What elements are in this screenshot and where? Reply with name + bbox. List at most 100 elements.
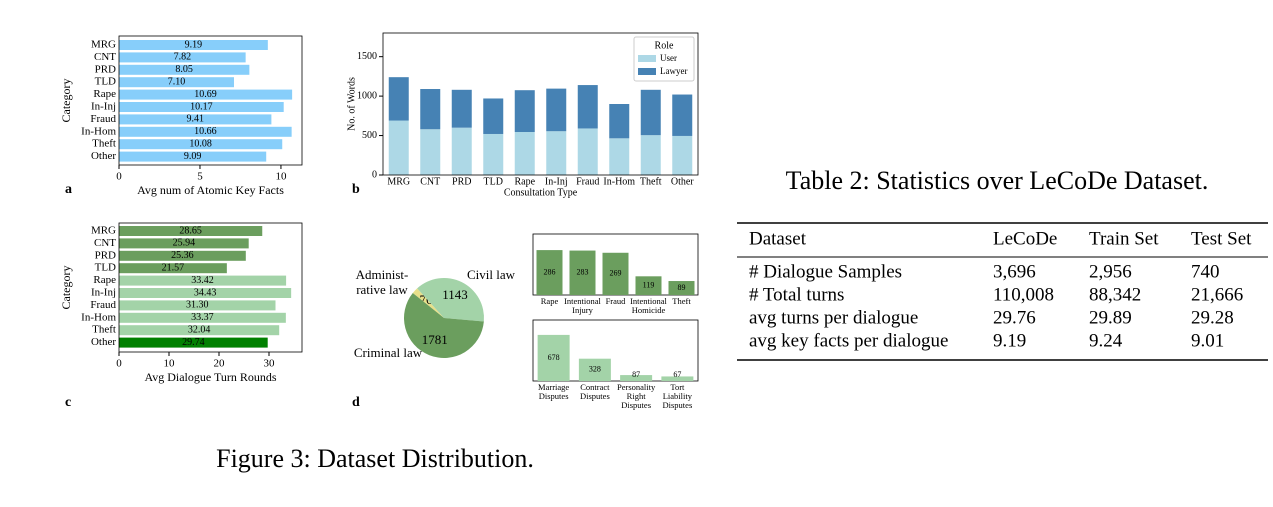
table-cell: 740 xyxy=(1191,261,1220,282)
y-tick-label: In-Hom xyxy=(81,311,116,323)
bar xyxy=(119,288,292,298)
value-label: 25.94 xyxy=(173,238,196,249)
table-cell: avg key facts per dialogue xyxy=(749,330,948,351)
y-tick-label: 500 xyxy=(362,130,377,141)
table-cell: 21,666 xyxy=(1191,284,1243,305)
x-axis-label: Avg num of Atomic Key Facts xyxy=(137,183,284,197)
bar xyxy=(119,250,246,261)
x-tick-label: Intentional Injury xyxy=(564,296,601,315)
value-label: 25.36 xyxy=(171,250,194,261)
panel-label: b xyxy=(352,182,360,197)
value-label: 10.17 xyxy=(190,101,213,112)
x-tick-label: 30 xyxy=(264,358,276,370)
bar-segment xyxy=(577,128,598,175)
bar xyxy=(569,250,596,295)
bar xyxy=(661,376,694,381)
x-tick-label: 10 xyxy=(164,358,176,370)
pie-label: Criminal law xyxy=(354,345,423,360)
bar-segment xyxy=(420,89,441,130)
table-cell: 9.01 xyxy=(1191,330,1224,351)
bar xyxy=(119,139,283,150)
y-tick-label: 1500 xyxy=(357,51,377,62)
x-tick-label: Tort Liability Disputes xyxy=(662,382,693,410)
bar xyxy=(119,300,276,311)
bar xyxy=(119,52,246,63)
table-cell: 88,342 xyxy=(1089,284,1141,305)
bar-segment xyxy=(546,131,567,175)
x-axis-label: Consultation Type xyxy=(504,187,578,198)
x-tick-label: Theft xyxy=(672,296,691,306)
bar xyxy=(119,226,263,236)
y-tick-label: Fraud xyxy=(90,299,116,311)
pie-label: Administ- xyxy=(356,267,409,282)
y-axis-label: Category xyxy=(59,79,73,123)
y-tick-label: In-Inj xyxy=(91,101,116,113)
bar xyxy=(620,375,653,381)
y-tick-label: 1000 xyxy=(357,90,377,101)
bar xyxy=(578,358,611,381)
bar-segment xyxy=(388,120,409,175)
bar xyxy=(119,89,293,100)
bar xyxy=(119,275,287,286)
y-tick-label: PRD xyxy=(95,249,116,261)
bar-segment xyxy=(609,138,630,175)
pie-value: 1143 xyxy=(442,287,468,302)
bar-segment xyxy=(672,135,693,175)
y-tick-label: TLD xyxy=(95,76,116,88)
y-tick-label: CNT xyxy=(94,237,116,249)
bar xyxy=(119,64,250,75)
bar xyxy=(119,40,268,50)
x-tick-label: In-Inj xyxy=(545,176,568,187)
y-tick-label: PRD xyxy=(95,63,116,75)
bar xyxy=(635,276,662,295)
y-tick-label: In-Hom xyxy=(81,125,116,137)
y-tick-label: Theft xyxy=(92,324,116,336)
value-label: 32.04 xyxy=(188,324,211,335)
legend-swatch xyxy=(638,55,656,62)
table-header: LeCoDe xyxy=(993,228,1057,249)
table-caption: Table 2: Statistics over LeCoDe Dataset. xyxy=(786,166,1209,195)
x-tick-label: 0 xyxy=(116,171,122,183)
bar xyxy=(668,281,695,295)
value-label: 9.19 xyxy=(185,39,203,50)
table-cell: # Dialogue Samples xyxy=(749,261,902,282)
bar-segment xyxy=(483,98,504,134)
x-tick-label: 20 xyxy=(214,358,226,370)
bar-segment xyxy=(609,104,630,139)
value-label: 8.05 xyxy=(175,64,193,75)
y-tick-label: Rape xyxy=(93,274,116,286)
value-label: 28.65 xyxy=(179,225,202,236)
table-cell: 29.89 xyxy=(1089,307,1132,328)
value-label: 67 xyxy=(673,370,681,379)
table-cell: 29.76 xyxy=(993,307,1036,328)
value-label: 286 xyxy=(544,267,556,276)
x-tick-label: MRG xyxy=(387,176,410,187)
bar xyxy=(119,77,234,88)
bar xyxy=(119,325,280,336)
pie-slice xyxy=(403,292,484,359)
x-tick-label: 10 xyxy=(275,171,287,183)
y-tick-label: Other xyxy=(91,336,116,348)
value-label: 119 xyxy=(643,280,655,289)
value-label: 328 xyxy=(589,365,601,374)
pie-label: Civil law xyxy=(467,267,516,282)
x-tick-label: 5 xyxy=(197,171,203,183)
bar xyxy=(119,238,249,249)
bar-segment xyxy=(577,85,598,129)
y-tick-label: Theft xyxy=(92,138,116,150)
bar-segment xyxy=(420,129,441,175)
value-label: 9.09 xyxy=(184,151,202,162)
bar-segment xyxy=(451,127,472,175)
value-label: 10.66 xyxy=(194,126,217,137)
x-tick-label: CNT xyxy=(420,176,440,187)
table-cell: 9.24 xyxy=(1089,330,1123,351)
table-cell: 3,696 xyxy=(993,261,1036,282)
y-tick-label: 0 xyxy=(372,169,377,180)
table-cell: 110,008 xyxy=(993,284,1054,305)
table-header: Train Set xyxy=(1089,228,1159,249)
bar xyxy=(536,250,563,295)
x-tick-label: Personality Right Disputes xyxy=(617,382,656,410)
value-label: 10.08 xyxy=(189,138,212,149)
axes-frame xyxy=(532,319,699,382)
